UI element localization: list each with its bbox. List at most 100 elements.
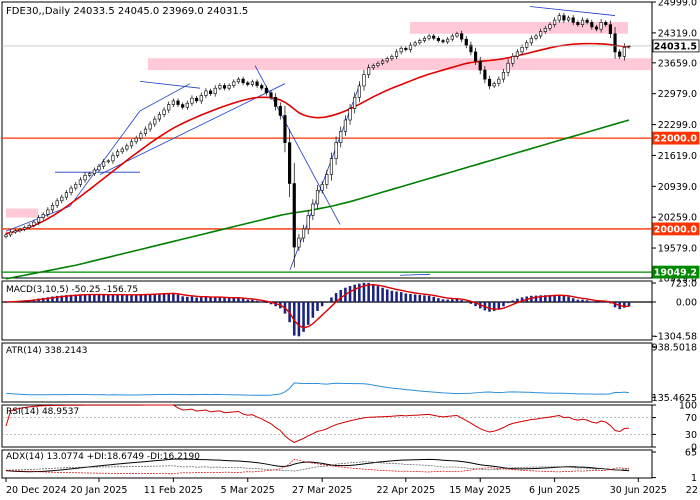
candle-body-6 (32, 221, 36, 226)
candle-body-66 (311, 203, 315, 216)
macd-bar-45 (213, 297, 217, 302)
macd-bar-99 (464, 301, 468, 303)
candle-body-100 (469, 44, 473, 53)
candle-body-82 (385, 58, 389, 62)
macd-bar-27 (130, 294, 133, 302)
macd-bar-20 (97, 294, 101, 302)
chart-header: FDE30,,Daily 24033.5 24045.0 23969.0 240… (6, 6, 248, 17)
macd-bar-91 (427, 295, 431, 302)
candle-body-49 (232, 81, 236, 86)
candle-body-70 (329, 158, 334, 175)
candle-body-14 (69, 187, 73, 193)
candle-body-55 (260, 85, 264, 89)
candle-body-68 (320, 184, 324, 191)
candle-body-46 (218, 85, 222, 89)
candle-body-41 (195, 97, 199, 102)
macd-bar-125 (585, 300, 589, 302)
candle-body-50 (236, 78, 241, 83)
macd-bar-13 (65, 295, 68, 302)
candle-body-78 (367, 67, 371, 75)
candle-body-113 (529, 37, 533, 44)
macd-bar-63 (297, 301, 301, 337)
macd-bar-127 (595, 301, 598, 303)
macd-bar-55 (260, 301, 263, 303)
macd-bar-75 (353, 284, 356, 302)
macd-bar-66 (311, 301, 315, 318)
rsi-tick-label-2: 30 (685, 430, 697, 441)
candle-body-12 (60, 196, 64, 202)
macd-bar-133 (623, 301, 626, 308)
macd-panel[interactable] (2, 282, 652, 337)
date-tick-label-0: 20 Dec 2024 (6, 485, 67, 496)
candle-body-62 (292, 183, 296, 248)
candle-body-123 (576, 22, 580, 25)
adx-panel[interactable] (5, 458, 630, 475)
candle-body-76 (357, 85, 361, 98)
candle-body-105 (492, 83, 496, 87)
macd-bar-0 (4, 301, 8, 303)
zone-1 (148, 58, 651, 71)
candle-body-43 (204, 90, 208, 96)
macd-bar-123 (576, 299, 580, 302)
candle-body-131 (613, 33, 617, 53)
macd-bar-104 (488, 301, 491, 312)
candle-body-127 (594, 26, 599, 30)
price-tick-label-0: 24999.0 (658, 0, 697, 9)
macd-bar-95 (446, 299, 449, 302)
candle-body-124 (580, 19, 585, 25)
candle-body-59 (278, 106, 282, 116)
macd-bar-11 (55, 295, 59, 302)
macd-bar-36 (172, 293, 175, 302)
rsi-panel[interactable] (2, 404, 652, 443)
trendline-1 (139, 80, 201, 89)
macd-bar-101 (474, 301, 477, 307)
macd-bar-122 (571, 298, 575, 302)
candle-body-16 (78, 179, 82, 185)
candle-body-47 (222, 85, 227, 89)
candle-body-1 (9, 231, 13, 236)
macd-bar-51 (241, 298, 245, 302)
candle-body-15 (74, 184, 78, 189)
trendline-5 (289, 83, 361, 270)
candle-body-107 (501, 72, 506, 80)
macd-bar-78 (367, 282, 370, 302)
trendline-4 (254, 65, 341, 225)
macd-tick-label-2: -1304.58 (654, 332, 697, 343)
date-tick-label-9: 22 Jul 2025 (686, 485, 700, 496)
macd-bar-108 (506, 301, 510, 304)
candle-body-34 (162, 109, 166, 115)
macd-bar-118 (553, 294, 556, 302)
macd-tick-label-0: 723.0 (670, 279, 697, 290)
macd-bar-17 (83, 294, 87, 302)
macd-bar-111 (520, 297, 524, 302)
trendline-2 (99, 83, 286, 175)
macd-bar-25 (120, 294, 124, 302)
macd-bar-37 (176, 294, 180, 302)
candle-body-63 (297, 237, 301, 248)
macd-bar-71 (334, 293, 338, 302)
macd-bar-100 (469, 301, 473, 304)
candle-body-115 (539, 31, 543, 37)
atr-panel[interactable] (5, 382, 630, 396)
macd-bar-84 (395, 291, 398, 302)
candle-body-120 (562, 15, 566, 21)
candle-body-40 (190, 97, 194, 104)
candle-body-95 (446, 38, 450, 43)
candle-body-118 (553, 19, 557, 25)
macd-bar-88 (413, 294, 417, 302)
candle-body-9 (46, 209, 50, 215)
macd-bar-18 (88, 294, 91, 302)
macd-bar-15 (74, 294, 78, 302)
macd-bar-116 (544, 295, 547, 302)
price-tick-label-8: 19579.0 (658, 244, 697, 255)
candle-body-88 (413, 42, 417, 46)
macd-bar-126 (590, 301, 594, 303)
trendline-6 (529, 6, 616, 16)
candle-body-132 (618, 51, 622, 57)
price-tag-bg-1 (652, 131, 700, 145)
macd-bar-67 (316, 301, 319, 311)
main-price-panel[interactable] (2, 6, 652, 280)
candle-body-52 (246, 82, 250, 85)
date-tick-label-2: 11 Feb 2025 (144, 485, 203, 496)
